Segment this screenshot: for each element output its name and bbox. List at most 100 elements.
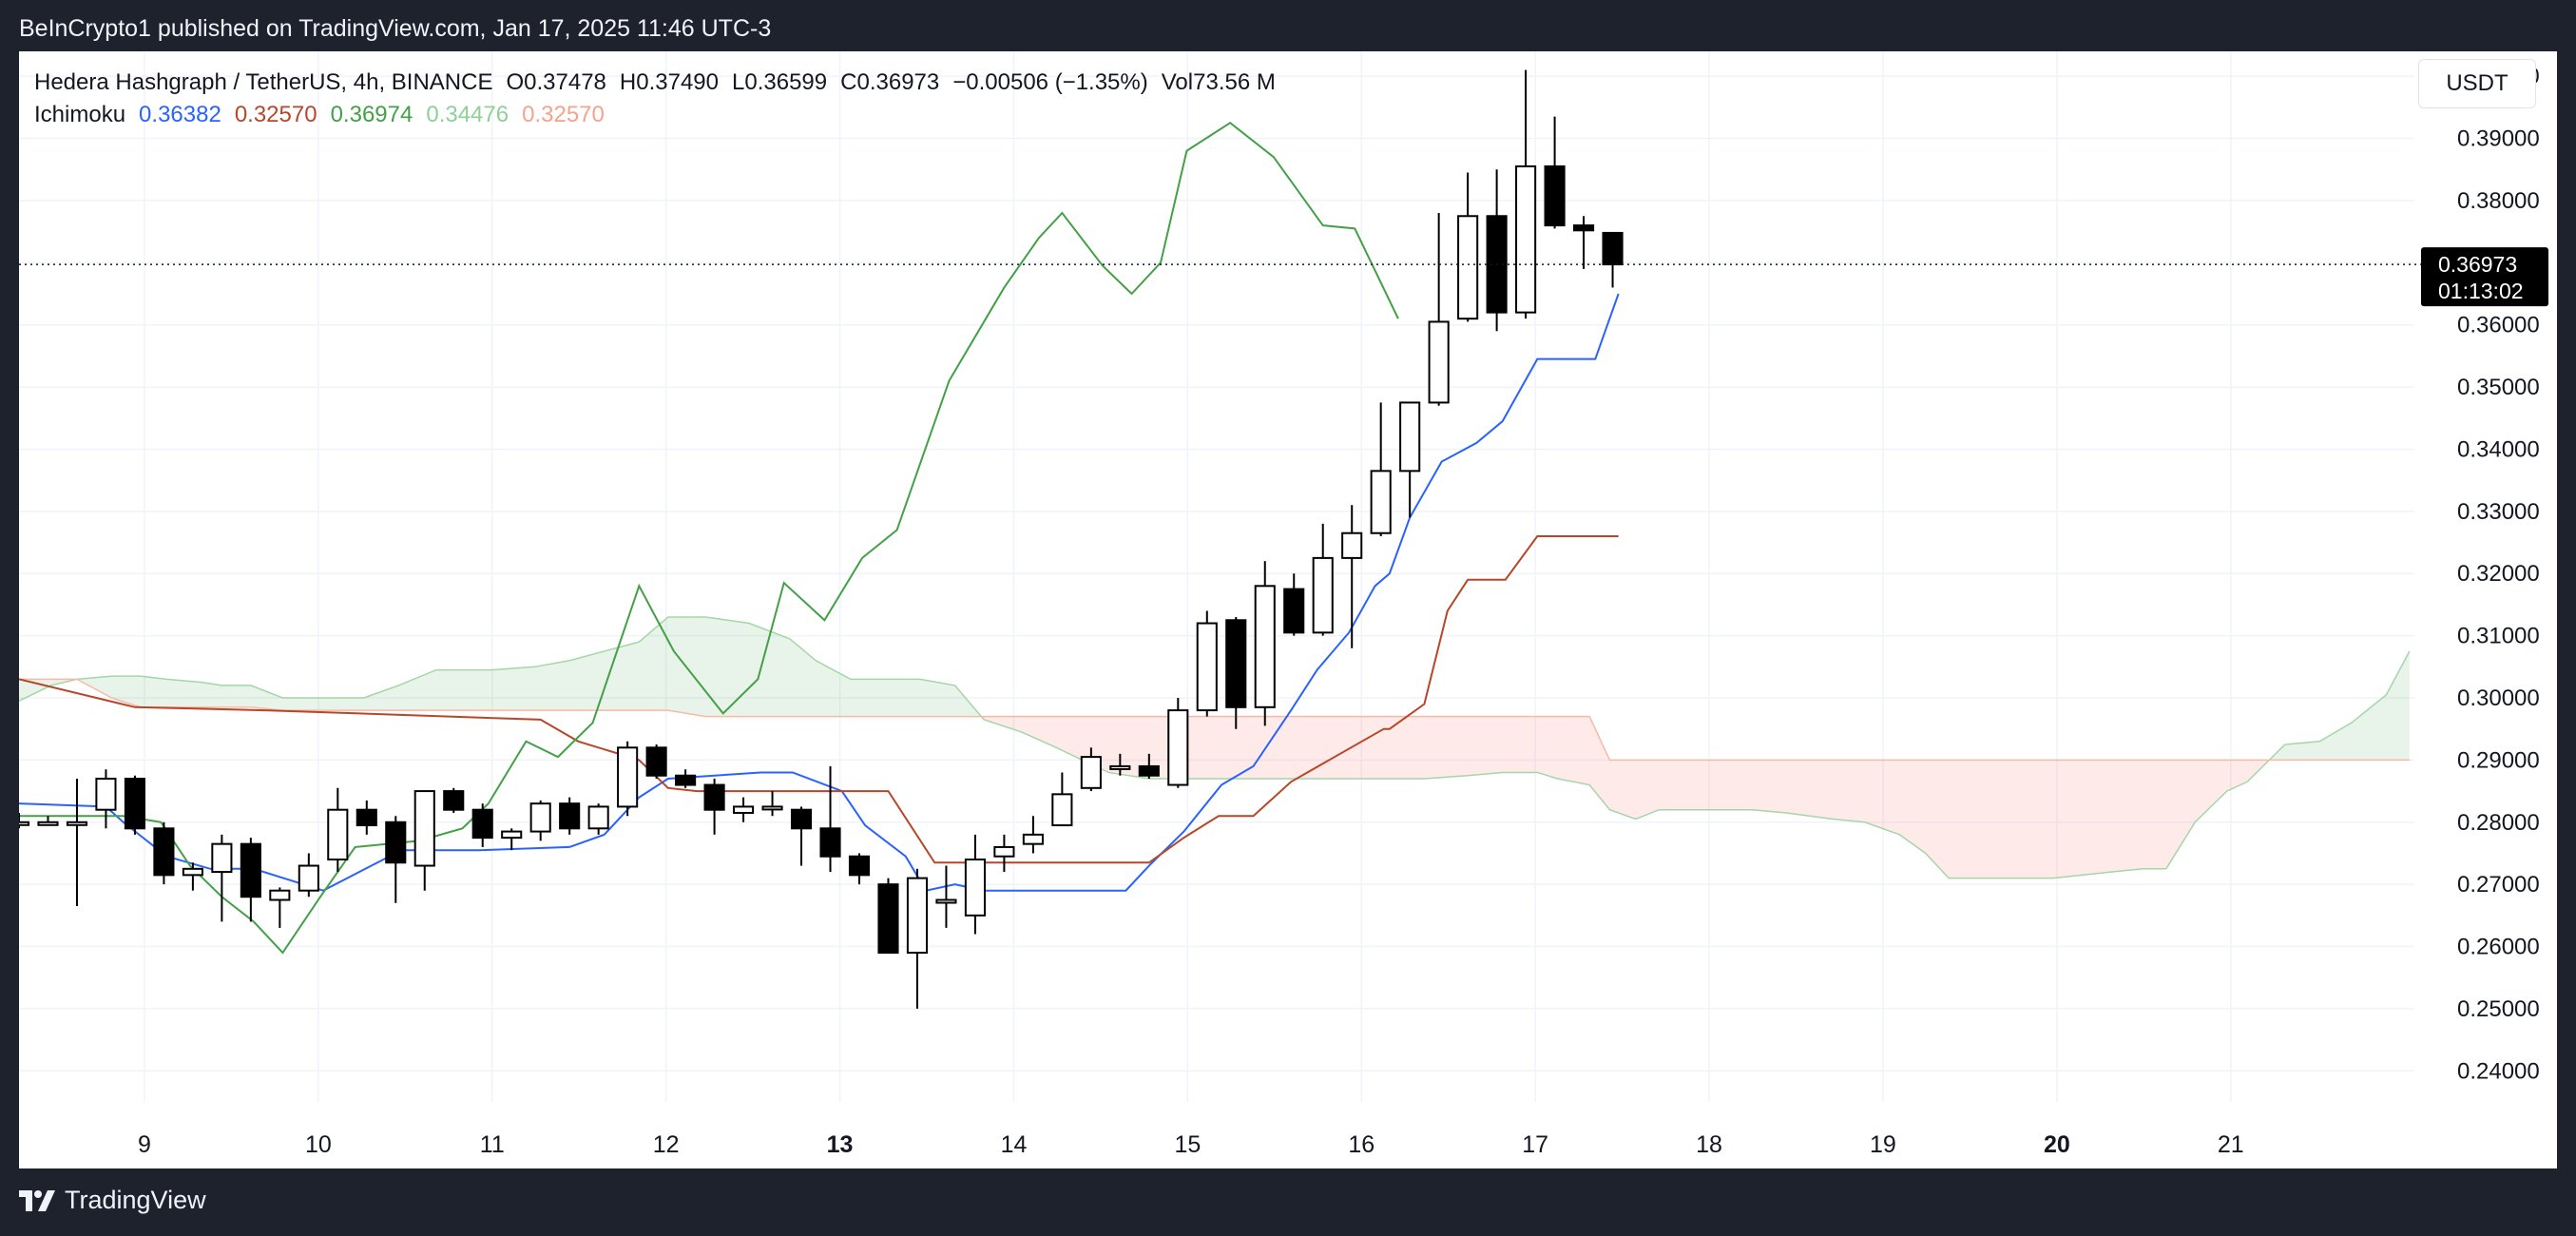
candle-down [848,855,871,877]
candle-up [964,859,986,917]
price-tick-label: 0.33000 [2457,499,2540,525]
price-tick-label: 0.26000 [2457,935,2540,960]
price-tick-label: 0.39000 [2457,126,2540,152]
span-a-value: 0.34476 [426,102,509,127]
candle-up [37,821,59,826]
price-tick-label: 0.27000 [2457,872,2540,898]
price-tag-countdown: 01:13:02 [2438,279,2524,303]
price-tick-label: 0.28000 [2457,810,2540,836]
price-tick-label: 0.36000 [2457,313,2540,338]
tenkan-value: 0.36382 [139,102,221,127]
candle-up [587,805,609,830]
candle-up [19,821,30,826]
volume-number: 73.56 M [1193,69,1276,95]
candle-up [1457,215,1479,320]
high-label: H [619,69,637,95]
high-value: H0.37490 [620,67,719,99]
candle-up [1370,470,1392,534]
candle-down [356,808,377,827]
time-tick-label: 11 [480,1131,505,1158]
price-tick-label: 0.29000 [2457,747,2540,773]
ichimoku-lines [19,121,1620,955]
kijun-value: 0.32570 [234,102,317,127]
price-tick-label: 0.35000 [2457,375,2540,400]
tenkan-sen-line [19,293,1620,892]
time-tick-label: 9 [138,1131,151,1158]
candle-down [385,821,407,864]
price-tick-label: 0.32000 [2457,561,2540,587]
senkou-span-a-edge [19,616,2411,879]
grid-lines [19,51,2414,1102]
time-axis[interactable]: 9 10 11 12 13 14 15 16 17 18 19 20 21 [138,1131,2244,1158]
price-tick-label: 0.24000 [2457,1058,2540,1084]
candle-down [877,883,899,955]
candle-up [935,898,957,904]
candle-up [1080,756,1102,789]
candle-up [182,867,203,877]
candle-down [790,808,813,830]
candle-up [1051,793,1073,827]
candle-up [269,889,291,901]
time-tick-label: 14 [1001,1131,1028,1158]
cloud-bull-segment [2269,650,2410,761]
candle-up [1022,833,1044,845]
ohlc-row: Hedera Hashgraph / TetherUS, 4h, BINANCE… [34,67,1276,99]
indicator-name[interactable]: Ichimoku [34,102,126,127]
time-tick-label: 20 [2044,1131,2070,1158]
candle-up [1428,320,1450,404]
candle-down [240,842,261,898]
candle-down [645,746,667,777]
publication-text: BeInCrypto1 published on TradingView.com… [19,15,772,42]
candle-up [1399,401,1421,473]
publication-bar: BeInCrypto1 published on TradingView.com… [0,0,2576,51]
price-tag-value: 0.36973 [2438,252,2517,277]
candle-down [819,827,841,858]
tradingview-logo-icon [19,1189,55,1211]
candle-down [471,808,493,840]
price-tag-background [2421,247,2548,307]
price-tick-label: 0.34000 [2457,436,2540,462]
candle-up [501,830,523,840]
candle-up [413,790,435,867]
candle-down [1283,588,1305,634]
volume-label: Vol [1161,69,1194,95]
low-value: L0.36599 [732,67,827,99]
high-number: 0.37490 [636,69,720,95]
chart-area[interactable]: 0.400000.390000.380000.370000.360000.350… [19,51,2557,1168]
time-tick-label: 12 [653,1131,680,1158]
time-tick-label: 13 [827,1131,854,1158]
symbol-title[interactable]: Hedera Hashgraph / TetherUS, 4h, BINANCE [34,69,493,95]
candlesticks [19,69,1624,1009]
candle-up [529,802,551,833]
span-b-value: 0.32570 [522,102,605,127]
candle-up [733,805,755,814]
candle-up [1312,556,1334,634]
indicator-row: Ichimoku 0.36382 0.32570 0.36974 0.34476… [34,99,1276,131]
candle-down [1602,231,1624,266]
candle-up [1109,764,1131,770]
tradingview-brand[interactable]: TradingView [19,1186,206,1215]
volume-value: Vol73.56 M [1162,67,1276,99]
close-number: 0.36973 [856,69,940,95]
currency-button[interactable]: USDT [2418,59,2536,108]
candle-down [153,827,175,877]
price-tick-label: 0.31000 [2457,624,2540,649]
ichimoku-cloud [19,616,2411,879]
cloud-bull-segment [19,617,982,717]
price-tick-label: 0.38000 [2457,188,2540,214]
price-axis[interactable]: 0.400000.390000.380000.370000.360000.350… [2457,64,2540,1084]
candle-up [1254,585,1276,708]
price-chart[interactable]: 0.400000.390000.380000.370000.360000.350… [19,51,2557,1168]
price-tick-label: 0.25000 [2457,996,2540,1022]
candle-down [675,774,697,786]
candle-down [443,790,465,811]
change-value: −0.00506 (−1.35%) [952,69,1148,95]
candle-up [298,864,319,892]
open-number: 0.37478 [524,69,606,95]
kijun-sen-line [19,535,1619,864]
open-label: O [506,69,525,95]
candle-up [1515,164,1537,314]
time-tick-label: 18 [1696,1131,1722,1158]
candle-down [559,802,581,830]
chikou-span-line [19,121,1399,955]
